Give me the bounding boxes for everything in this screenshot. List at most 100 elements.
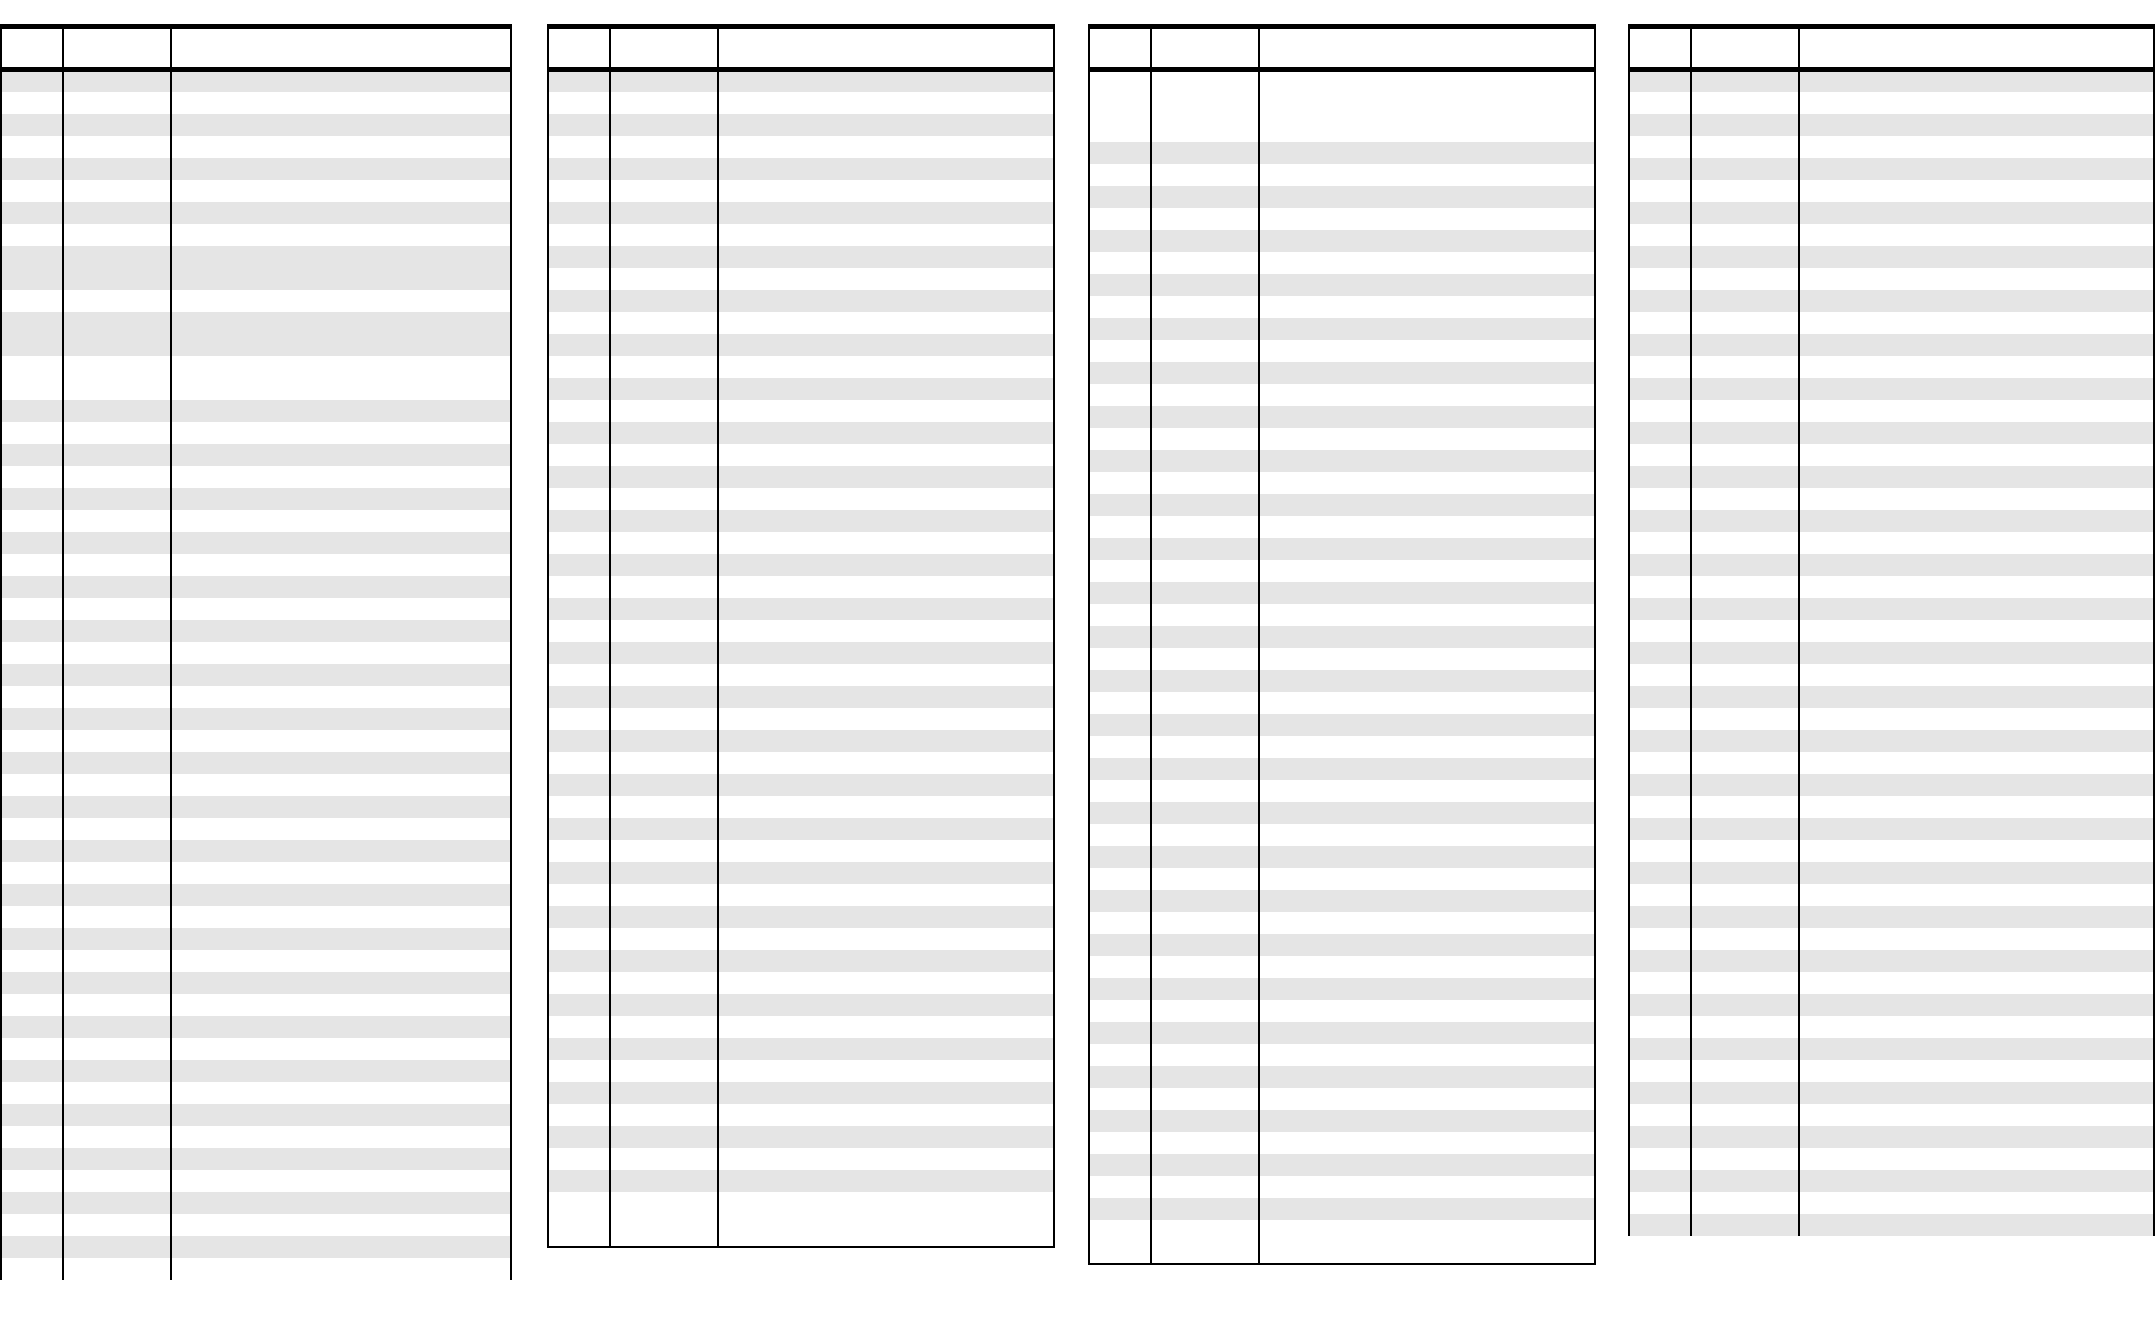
- table-row[interactable]: [547, 883, 1055, 906]
- table-row[interactable]: [0, 641, 512, 664]
- table-row[interactable]: [0, 685, 512, 708]
- table-row[interactable]: [1628, 157, 2155, 180]
- table-row[interactable]: [1088, 1043, 1596, 1066]
- table-row[interactable]: [547, 421, 1055, 444]
- table-row[interactable]: [1628, 333, 2155, 356]
- column-header-col-3[interactable]: [1798, 24, 2155, 72]
- table-row[interactable]: [1628, 553, 2155, 576]
- table-row[interactable]: [547, 69, 1055, 92]
- table-row[interactable]: [547, 245, 1055, 268]
- table-row[interactable]: [0, 1235, 512, 1258]
- table-row[interactable]: [0, 729, 512, 752]
- table-row[interactable]: [0, 223, 512, 246]
- table-row[interactable]: [0, 91, 512, 114]
- table-row[interactable]: [547, 993, 1055, 1016]
- table-row[interactable]: [1088, 625, 1596, 648]
- table-row[interactable]: [1628, 905, 2155, 928]
- table-row[interactable]: [1628, 443, 2155, 466]
- table-row[interactable]: [1088, 713, 1596, 736]
- table-row[interactable]: [547, 487, 1055, 510]
- table-row[interactable]: [1628, 267, 2155, 290]
- table-row[interactable]: [1628, 1169, 2155, 1192]
- table-row[interactable]: [0, 619, 512, 642]
- table-row[interactable]: [0, 201, 512, 224]
- table-row[interactable]: [547, 905, 1055, 928]
- table-row[interactable]: [1628, 663, 2155, 686]
- table-row[interactable]: [1628, 883, 2155, 906]
- table-row[interactable]: [0, 1081, 512, 1104]
- table-row[interactable]: [1088, 581, 1596, 604]
- table-row[interactable]: [547, 1147, 1055, 1170]
- table-row[interactable]: [547, 729, 1055, 752]
- table-row[interactable]: [1628, 1213, 2155, 1236]
- table-row[interactable]: [1088, 735, 1596, 758]
- table-row[interactable]: [0, 531, 512, 554]
- table-row[interactable]: [1088, 933, 1596, 956]
- table-row[interactable]: [1628, 355, 2155, 378]
- table-row[interactable]: [1088, 823, 1596, 846]
- table-row[interactable]: [1088, 603, 1596, 626]
- table-row[interactable]: [547, 509, 1055, 532]
- table-row[interactable]: [547, 333, 1055, 356]
- table-row[interactable]: [547, 443, 1055, 466]
- table-row[interactable]: [1628, 993, 2155, 1016]
- table-row[interactable]: [0, 663, 512, 686]
- table-row[interactable]: [1628, 487, 2155, 510]
- table-row[interactable]: [1088, 141, 1596, 164]
- table-row[interactable]: [1088, 845, 1596, 868]
- table-row[interactable]: [547, 861, 1055, 884]
- table-row[interactable]: [1088, 1087, 1596, 1110]
- table-row[interactable]: [0, 69, 512, 92]
- table-row[interactable]: [1628, 1103, 2155, 1126]
- table-row[interactable]: [0, 113, 512, 136]
- table-row[interactable]: [547, 795, 1055, 818]
- table-row[interactable]: [1628, 223, 2155, 246]
- table-row[interactable]: [547, 971, 1055, 994]
- table-row[interactable]: [0, 971, 512, 994]
- column-header-col-3[interactable]: [717, 24, 1055, 72]
- table-row[interactable]: [0, 839, 512, 862]
- table-row[interactable]: [0, 795, 512, 818]
- column-header-col-2[interactable]: [62, 24, 172, 72]
- table-row[interactable]: [1628, 729, 2155, 752]
- table-row[interactable]: [1088, 273, 1596, 296]
- table-row[interactable]: [1628, 795, 2155, 818]
- table-row[interactable]: [0, 487, 512, 510]
- table-row[interactable]: [1088, 229, 1596, 252]
- table-row[interactable]: [1628, 113, 2155, 136]
- table-row[interactable]: [0, 1147, 512, 1170]
- table-row[interactable]: [1628, 377, 2155, 400]
- column-header-col-3[interactable]: [170, 24, 512, 72]
- table-row[interactable]: [1088, 339, 1596, 362]
- column-header-col-1[interactable]: [1628, 24, 1692, 72]
- table-row[interactable]: [1088, 1109, 1596, 1132]
- table-row[interactable]: [1628, 1125, 2155, 1148]
- table-row[interactable]: [0, 289, 512, 312]
- table-row[interactable]: [1628, 1191, 2155, 1214]
- table-row[interactable]: [547, 135, 1055, 158]
- table-row[interactable]: [0, 443, 512, 466]
- table-row[interactable]: [1088, 361, 1596, 384]
- table-row[interactable]: [1088, 251, 1596, 274]
- table-row[interactable]: [0, 707, 512, 730]
- table-row[interactable]: [0, 509, 512, 532]
- table-row[interactable]: [547, 751, 1055, 774]
- table-row[interactable]: [1628, 91, 2155, 114]
- table-row[interactable]: [0, 861, 512, 884]
- table-row[interactable]: [547, 949, 1055, 972]
- table-row[interactable]: [547, 1191, 1055, 1225]
- table-row[interactable]: [547, 663, 1055, 686]
- table-row[interactable]: [547, 1037, 1055, 1060]
- table-row[interactable]: [0, 1213, 512, 1236]
- table-row[interactable]: [1088, 207, 1596, 230]
- table-row[interactable]: [547, 1169, 1055, 1192]
- table-row[interactable]: [0, 421, 512, 444]
- table-row[interactable]: [0, 905, 512, 928]
- table-row[interactable]: [1628, 1037, 2155, 1060]
- table-row[interactable]: [547, 1081, 1055, 1104]
- table-row[interactable]: [0, 1103, 512, 1126]
- table-row[interactable]: [547, 641, 1055, 664]
- table-row[interactable]: [0, 817, 512, 840]
- table-row[interactable]: [0, 751, 512, 774]
- table-row[interactable]: [1088, 559, 1596, 582]
